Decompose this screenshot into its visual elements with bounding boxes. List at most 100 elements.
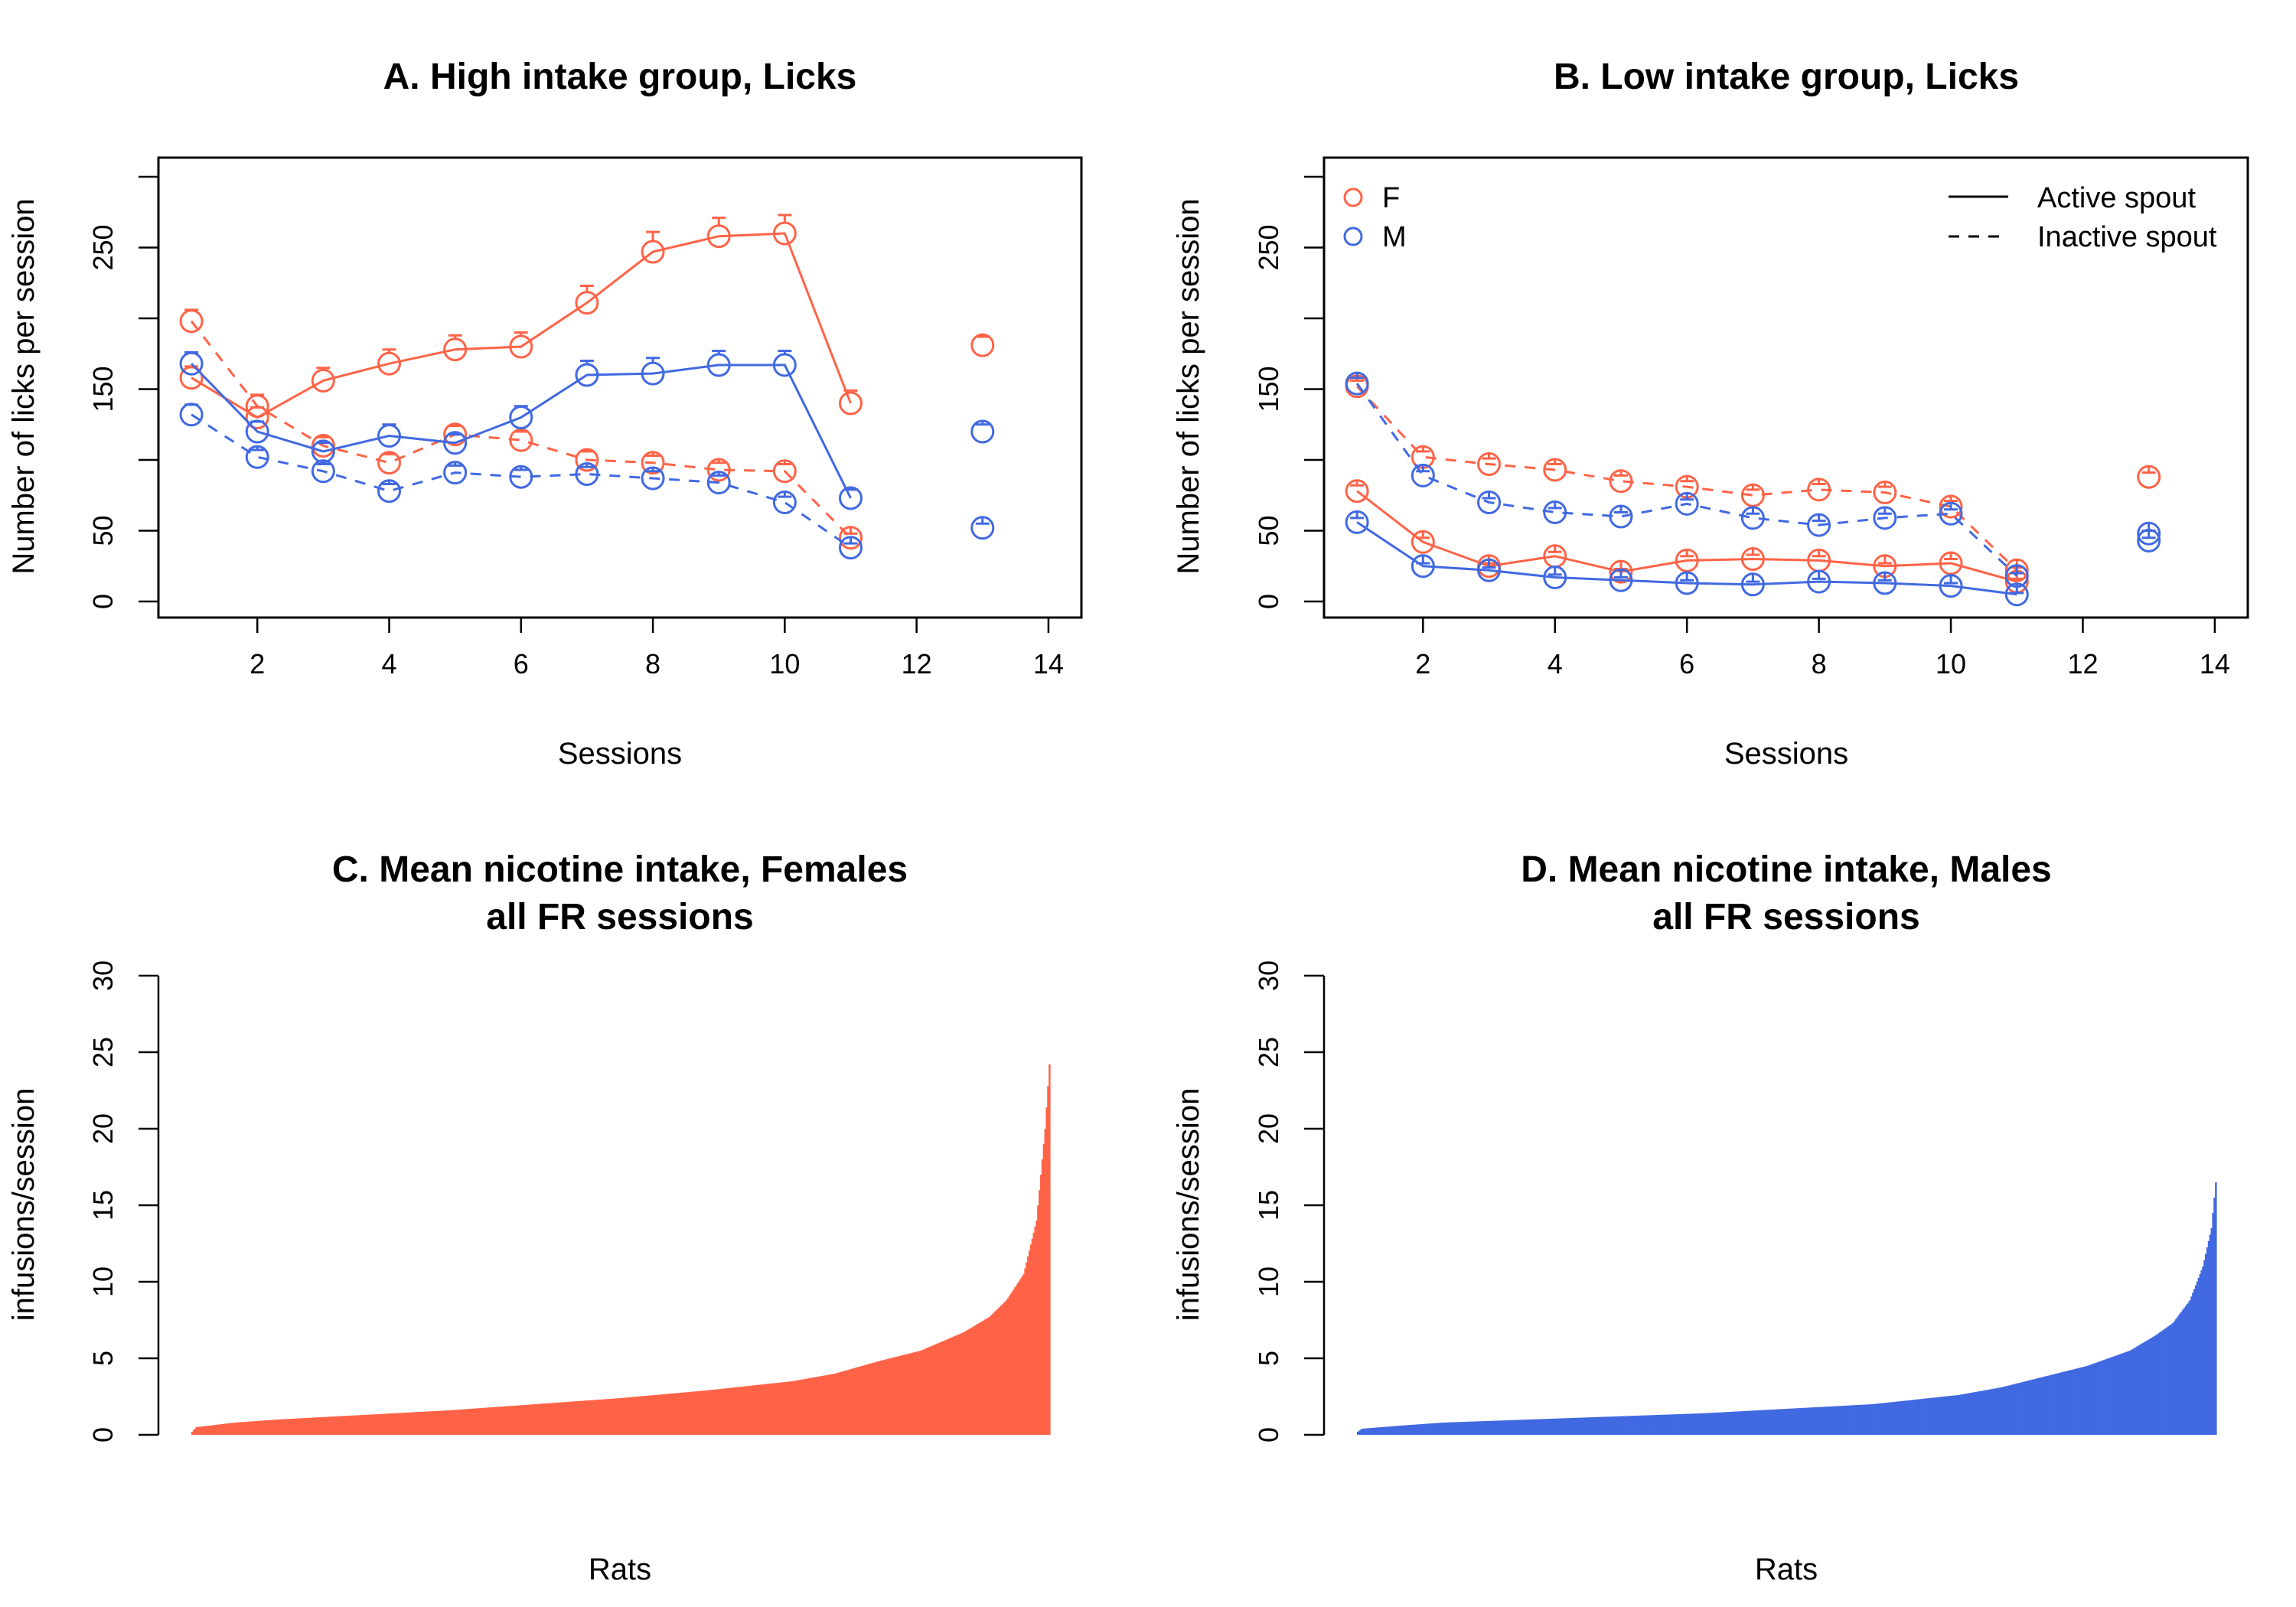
panel-d-bar (1988, 1389, 1991, 1435)
panel-c-bar (257, 1420, 259, 1435)
panel-c-bar (450, 1410, 452, 1435)
panel-c-bar (1001, 1304, 1003, 1435)
panel-d-bar (1502, 1420, 1504, 1435)
panel-b-data-point (1675, 548, 1699, 572)
panel-c-bar (213, 1425, 215, 1435)
panel-c-bar (745, 1386, 748, 1435)
panel-d-bar (1499, 1420, 1501, 1435)
panel-d-bar (1537, 1419, 1540, 1435)
panel-c-bar (240, 1422, 243, 1435)
panel-c-bar (962, 1332, 965, 1435)
panel-d-bar (1513, 1420, 1515, 1435)
panel-d-bar (1635, 1416, 1637, 1435)
panel-c-bar (254, 1421, 256, 1435)
panel-c-bar (253, 1421, 255, 1435)
panel-c-bar (596, 1400, 598, 1435)
panel-c-bar (1004, 1301, 1006, 1435)
panel-d-bar (1548, 1419, 1551, 1435)
panel-d-bar (1832, 1406, 1835, 1435)
panel-d-bar (1538, 1419, 1541, 1435)
panel-c-bar (381, 1413, 384, 1435)
panel-c-bar (439, 1410, 441, 1435)
panel-d-bar (1481, 1421, 1484, 1435)
panel-c-bar (965, 1330, 968, 1435)
panel-c-bar (248, 1421, 251, 1435)
panel-c-bar (905, 1354, 908, 1435)
panel-c-bar (1028, 1250, 1031, 1435)
panel-b-y-tick-label: 50 (1253, 515, 1284, 546)
panel-c-bar (932, 1345, 935, 1435)
panel-b-data-point (1939, 494, 1963, 519)
panel-d-bar (1981, 1390, 1984, 1435)
panel-c-bar (481, 1407, 484, 1435)
panel-c-y-axis: 0 5 10 15 20 25 30 (87, 960, 160, 1442)
panel-d-bar (1424, 1423, 1427, 1435)
panel-c-bar (343, 1416, 345, 1435)
panel-c-bar (491, 1407, 494, 1435)
panel-c-bar (746, 1386, 749, 1435)
panel-d-bar (1921, 1399, 1923, 1435)
panel-c-bars (191, 1064, 1051, 1435)
panel-d-bar (1905, 1400, 1908, 1435)
panel-d-bar (1942, 1397, 1945, 1435)
panel-a-x-tick-label: 10 (769, 648, 800, 680)
panel-c-bar (1011, 1291, 1013, 1435)
panel-d-bar (1766, 1410, 1769, 1435)
panel-d-bar (1711, 1413, 1713, 1435)
panel-c-bar (700, 1390, 703, 1435)
panel-c-bar (407, 1412, 409, 1435)
panel-c-bar (289, 1419, 291, 1435)
panel-d-bar (1841, 1406, 1844, 1435)
panel-c-bar (307, 1417, 309, 1435)
panel-d-bar (1949, 1396, 1952, 1435)
panel-d-bar (1783, 1409, 1786, 1435)
panel-d-bar (1616, 1416, 1619, 1435)
panel-a-series-m-dashed (179, 403, 995, 560)
panel-d-bar (1948, 1396, 1951, 1435)
panel-d-bar (1798, 1408, 1800, 1435)
panel-c-bar (419, 1412, 421, 1435)
panel-d-bar (2015, 1383, 2018, 1435)
panel-c-bar (511, 1406, 514, 1435)
panel-c-bar (825, 1375, 827, 1435)
panel-c-bar (201, 1426, 204, 1435)
panel-d-bar (2140, 1344, 2143, 1435)
panel-c-bar (659, 1394, 661, 1435)
panel-d-bar (1597, 1416, 1600, 1435)
panel-c-bar (401, 1413, 404, 1435)
panel-d-bar (1896, 1401, 1900, 1435)
panel-d-bar (2138, 1345, 2141, 1435)
panel-c-bar (676, 1393, 679, 1435)
panel-a-data-point (839, 486, 863, 510)
panel-c-bar (666, 1393, 669, 1435)
panel-d-bar (2071, 1369, 2074, 1435)
panel-d-bar (1604, 1416, 1607, 1435)
panel-c-bar (651, 1395, 653, 1435)
panel-c-bar (1041, 1159, 1044, 1435)
panel-d-bar (1458, 1422, 1461, 1435)
panel-c-bar (236, 1422, 240, 1435)
panel-d-bar (2099, 1361, 2101, 1435)
panel-d-bar (1457, 1422, 1459, 1435)
panel-c-bar (557, 1402, 560, 1435)
panel-d-bar (2153, 1336, 2156, 1435)
panel-a-x-tick-label: 4 (381, 648, 396, 680)
panel-d-bar (2177, 1315, 2180, 1435)
panel-c-bar (1008, 1296, 1011, 1435)
panel-c-bar (444, 1410, 447, 1435)
panel-c-bar (670, 1393, 673, 1435)
panel-c-bar (457, 1410, 460, 1435)
panel-d-bar (2026, 1380, 2028, 1435)
panel-d-bar (2163, 1329, 2166, 1435)
panel-d-bar (1358, 1430, 1361, 1435)
panel-d-bar (2041, 1377, 2044, 1435)
panel-c-bar (205, 1426, 208, 1435)
panel-a-data-point (443, 337, 468, 362)
panel-d-bar (2038, 1377, 2041, 1435)
panel-d-bar (1961, 1394, 1964, 1435)
panel-c-bar (312, 1417, 315, 1435)
panel-d-bar (1428, 1423, 1431, 1435)
panel-d-bar (1835, 1406, 1838, 1435)
panel-c-bar (271, 1420, 274, 1435)
panel-d-bar (2108, 1358, 2112, 1435)
